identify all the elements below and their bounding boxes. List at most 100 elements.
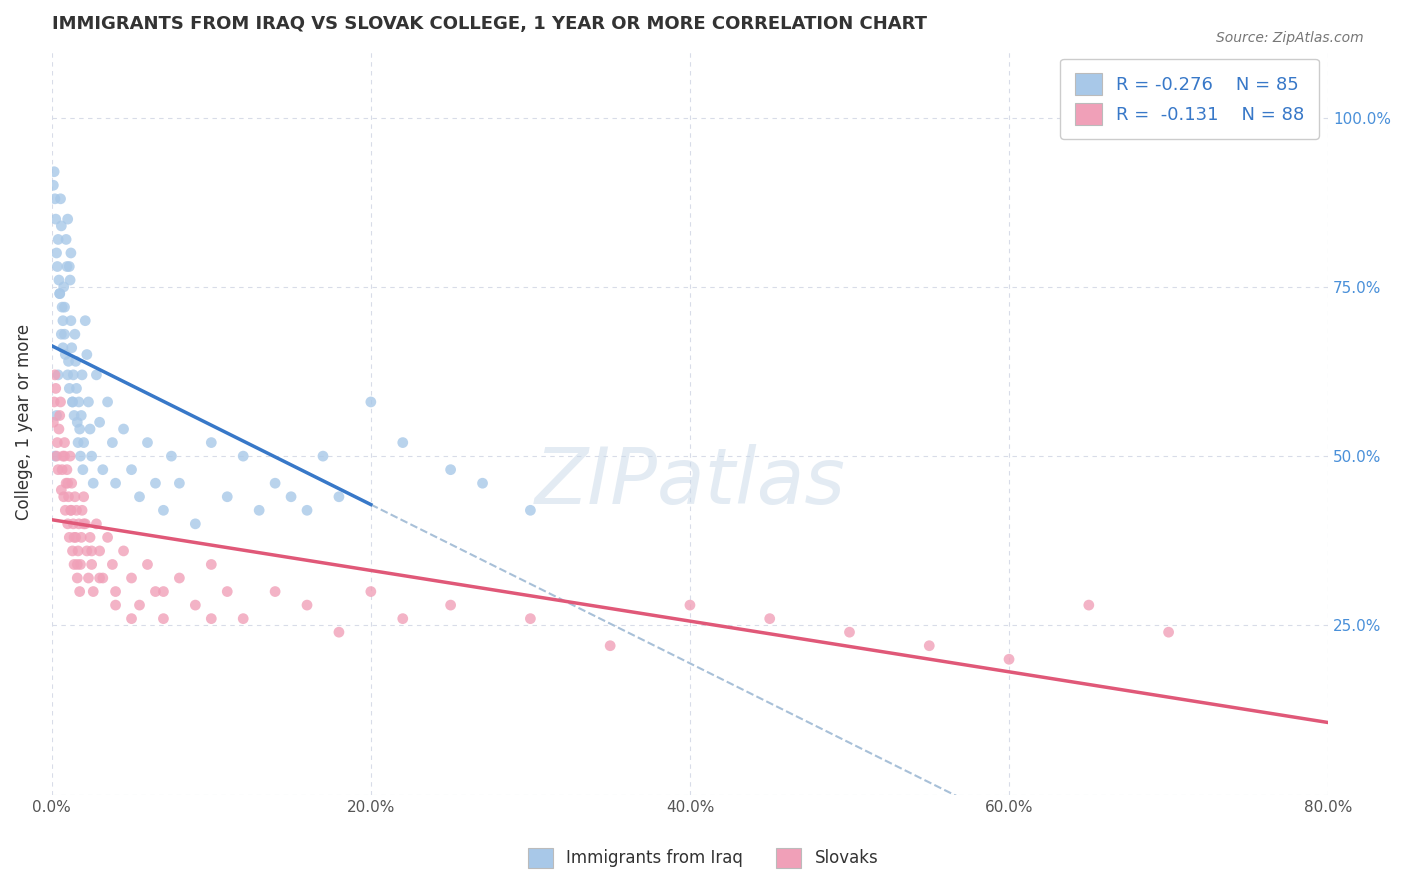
Point (56, 368, 79, 382)
Point (46, 260, 69, 274)
Point (58, 260, 80, 274)
Point (59, 273, 82, 287)
Point (67, 516, 90, 531)
Point (80, 558, 103, 572)
Point (51, 219, 73, 233)
Point (328, 625, 350, 640)
Point (599, 639, 621, 653)
Point (184, 516, 207, 531)
Point (56, 212, 79, 227)
Point (104, 598, 127, 612)
Point (200, 558, 222, 572)
Point (66, 571, 89, 585)
Point (51, 327, 73, 342)
Point (46, 463, 69, 477)
Point (519, 503, 541, 517)
Point (59, 314, 82, 328)
Point (45, 409, 67, 423)
Point (439, 463, 461, 477)
Point (44, 165, 66, 179)
Point (247, 503, 270, 517)
Point (65, 530, 87, 544)
Point (112, 544, 135, 558)
Point (200, 612, 222, 626)
Point (104, 476, 127, 491)
Point (136, 558, 159, 572)
Point (58, 354, 80, 368)
Point (52, 314, 75, 328)
Point (1157, 625, 1180, 640)
Point (63, 530, 86, 544)
Point (53, 435, 76, 450)
Point (44, 192, 66, 206)
Text: ZIPatlas: ZIPatlas (534, 444, 845, 520)
Point (58, 530, 80, 544)
Point (73, 490, 96, 504)
Point (45, 212, 67, 227)
Point (77, 571, 100, 585)
Point (758, 612, 780, 626)
Point (145, 476, 167, 491)
Point (918, 639, 941, 653)
Point (45, 449, 67, 463)
Point (60, 341, 83, 355)
Point (45, 246, 67, 260)
Point (69, 422, 91, 436)
Point (295, 503, 318, 517)
Point (59, 503, 82, 517)
Point (44, 395, 66, 409)
Point (169, 476, 191, 491)
Point (82, 476, 104, 491)
Point (91, 463, 114, 477)
Point (838, 625, 860, 640)
Point (136, 435, 159, 450)
Point (67, 395, 90, 409)
Point (70, 368, 93, 382)
Text: IMMIGRANTS FROM IRAQ VS SLOVAK COLLEGE, 1 YEAR OR MORE CORRELATION CHART: IMMIGRANTS FROM IRAQ VS SLOVAK COLLEGE, … (52, 15, 927, 33)
Point (86, 368, 108, 382)
Point (62, 395, 84, 409)
Point (49, 192, 72, 206)
Point (77, 395, 100, 409)
Point (79, 530, 101, 544)
Point (67, 544, 90, 558)
Point (56, 516, 79, 531)
Point (112, 422, 135, 436)
Point (62, 544, 84, 558)
Point (998, 652, 1021, 666)
Point (62, 368, 84, 382)
Y-axis label: College, 1 year or more: College, 1 year or more (15, 324, 32, 520)
Point (89, 571, 111, 585)
Point (55, 232, 77, 246)
Point (312, 449, 335, 463)
Point (56, 260, 79, 274)
Point (48, 286, 70, 301)
Point (45, 381, 67, 395)
Point (80, 544, 103, 558)
Point (53, 449, 76, 463)
Point (46, 368, 69, 382)
Point (52, 341, 75, 355)
Point (101, 558, 124, 572)
Point (52, 490, 75, 504)
Point (48, 286, 70, 301)
Point (48, 273, 70, 287)
Point (79, 422, 101, 436)
Point (217, 490, 239, 504)
Point (53, 347, 76, 361)
Point (58, 381, 80, 395)
Point (75, 516, 97, 531)
Point (1077, 598, 1099, 612)
Point (48, 422, 70, 436)
Point (42, 178, 65, 193)
Point (152, 584, 174, 599)
Point (46, 435, 69, 450)
Point (128, 490, 150, 504)
Point (391, 435, 413, 450)
Point (62, 516, 84, 531)
Point (65, 381, 87, 395)
Point (66, 415, 89, 429)
Point (73, 516, 96, 531)
Point (51, 300, 73, 314)
Point (52, 449, 75, 463)
